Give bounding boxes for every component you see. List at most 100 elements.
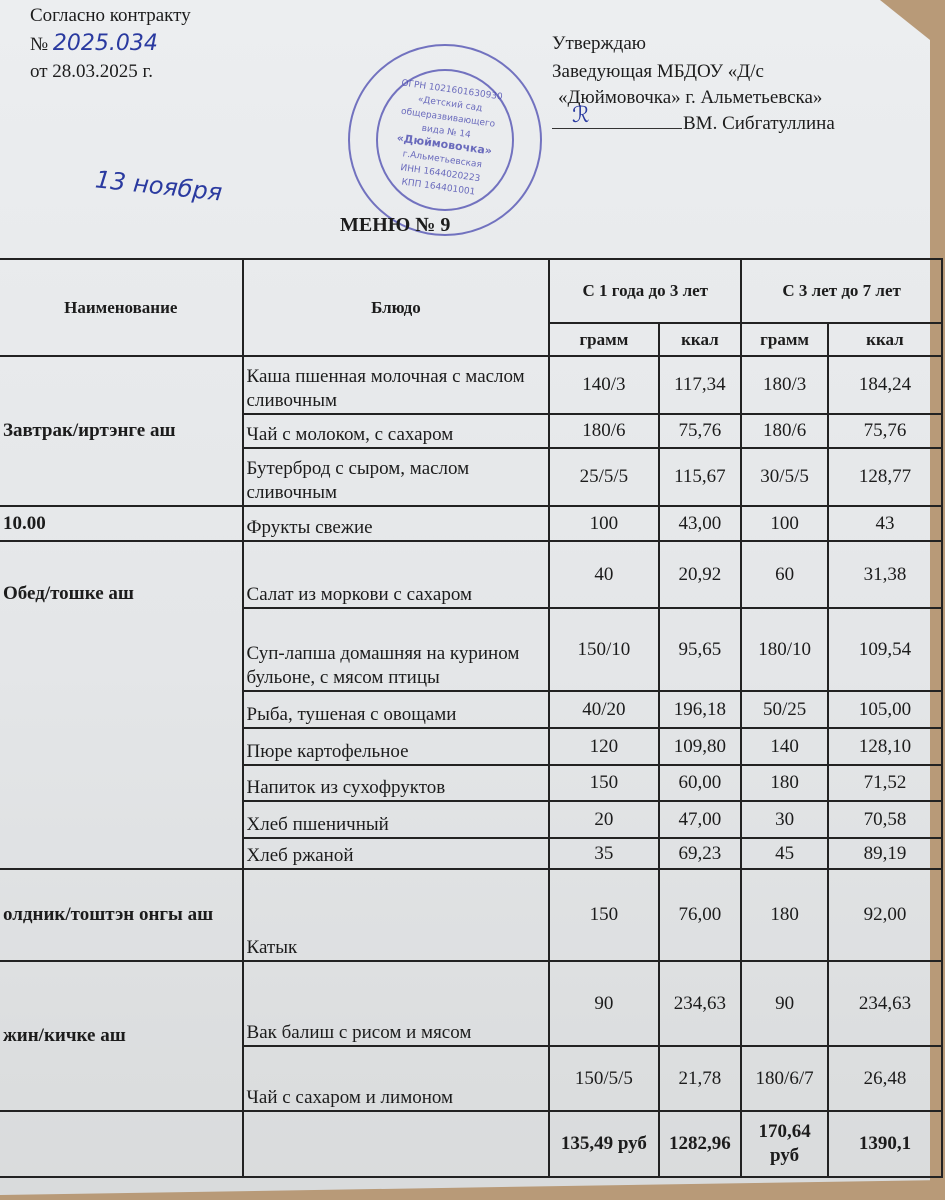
gram-3-7: 180/3	[740, 355, 829, 415]
kcal-1-3: 43,00	[657, 505, 743, 542]
table-row: Суп-лапша домашняя на курином бульоне, с…	[0, 607, 944, 692]
kcal-3-7: 70,58	[826, 800, 944, 839]
kcal-1-3: 20,92	[657, 540, 743, 609]
kcal-3-7: 128,10	[826, 727, 944, 766]
total-g1: 135,49 руб	[548, 1110, 660, 1178]
approver-position: Заведующая МБДОУ «Д/с	[552, 61, 764, 82]
table-row: Чай с сахаром и лимоном 150/5/5 21,78 180/6…	[0, 1045, 944, 1112]
kcal-1-3: 75,76	[657, 413, 743, 449]
dish-name: Каша пшенная молочная с маслом сливочным	[241, 355, 551, 415]
kcal-3-7: 75,76	[826, 413, 944, 449]
empty-cell	[241, 1110, 551, 1178]
dish-name: Бутерброд с сыром, маслом сливочным	[241, 447, 551, 507]
kcal-1-3: 21,78	[657, 1045, 743, 1112]
handwritten-number: 2025.034	[52, 31, 158, 56]
gram-1-3: 150/5/5	[548, 1045, 660, 1112]
gram-3-7: 180	[740, 868, 829, 962]
gram-3-7: 30/5/5	[740, 447, 829, 507]
kcal-3-7: 109,54	[826, 607, 944, 692]
dish-name: Фрукты свежие	[241, 505, 551, 542]
kcal-1-3: 234,63	[657, 960, 743, 1047]
gram-1-3: 35	[548, 837, 660, 870]
header-name: Наименование	[0, 258, 244, 357]
kcal-3-7: 26,48	[826, 1045, 944, 1112]
table-row: жин/кичке аш Вак балиш с рисом и мясом 90 2…	[0, 960, 944, 1112]
gram-3-7: 180/6/7	[740, 1045, 829, 1112]
gram-1-3: 150/10	[548, 607, 660, 692]
table-row: 10.00 Фрукты свежие 100 43,00 100 43	[0, 505, 944, 542]
dish-name: Хлеб ржаной	[241, 837, 551, 870]
gram-3-7: 100	[740, 505, 829, 542]
meal-name: жин/кичке аш	[0, 960, 244, 1112]
header-age-3-7: С 3 лет до 7 лет	[740, 258, 943, 324]
kcal-1-3: 47,00	[657, 800, 743, 839]
menu-table: Наименование Блюдо С 1 года до 3 лет С 3…	[0, 258, 944, 1178]
gram-3-7: 45	[740, 837, 829, 870]
meal-name: олдник/тоштэн онгы аш	[0, 868, 244, 962]
official-stamp: ОГРН 1021601630930«Детский садобщеразвив…	[348, 44, 542, 236]
kcal-3-7: 71,52	[826, 764, 944, 802]
dish-name: Салат из моркови с сахаром	[241, 540, 551, 609]
header-kcal-2: ккал	[826, 322, 944, 357]
kcal-3-7: 89,19	[826, 837, 944, 870]
dish-name: Хлеб пшеничный	[241, 800, 551, 839]
total-g2: 170,64 руб	[740, 1110, 829, 1178]
gram-3-7: 140	[740, 727, 829, 766]
table-row: Завтрак/иртэнге аш Каша пшенная молочная …	[0, 355, 944, 507]
gram-1-3: 180/6	[548, 413, 660, 449]
dish-name: Рыба, тушеная с овощами	[241, 690, 551, 729]
table-row: Напиток из сухофруктов 150 60,00 180 71,52	[0, 764, 944, 802]
kcal-3-7: 105,00	[826, 690, 944, 729]
meal-name: Завтрак/иртэнге аш	[0, 355, 244, 507]
approver-org: «Дюймовочка» г. Альметьевска»	[558, 87, 823, 108]
number-prefix: №	[30, 34, 49, 55]
kcal-1-3: 60,00	[657, 764, 743, 802]
kcal-1-3: 115,67	[657, 447, 743, 507]
table-row: Хлеб ржаной 35 69,23 45 89,19	[0, 837, 944, 870]
kcal-3-7: 92,00	[826, 868, 944, 962]
gram-1-3: 25/5/5	[548, 447, 660, 507]
gram-1-3: 150	[548, 868, 660, 962]
kcal-3-7: 184,24	[826, 355, 944, 415]
kcal-1-3: 196,18	[657, 690, 743, 729]
gram-1-3: 40	[548, 540, 660, 609]
gram-3-7: 60	[740, 540, 829, 609]
contract-label: Согласно контракту	[30, 5, 191, 26]
meal-name: Обед/тошке аш	[0, 540, 244, 870]
approve-label: Утверждаю	[552, 33, 646, 54]
total-k2: 1390,1	[826, 1110, 944, 1178]
kcal-3-7: 31,38	[826, 540, 944, 609]
gram-3-7: 180/6	[740, 413, 829, 449]
kcal-1-3: 76,00	[657, 868, 743, 962]
kcal-1-3: 69,23	[657, 837, 743, 870]
meal-name: 10.00	[0, 505, 244, 542]
table-row: Хлеб пшеничный 20 47,00 30 70,58	[0, 800, 944, 839]
dish-name: Чай с сахаром и лимоном	[241, 1045, 551, 1112]
dish-name: Напиток из сухофруктов	[241, 764, 551, 802]
dish-name: Вак балиш с рисом и мясом	[241, 960, 551, 1047]
empty-cell	[0, 1110, 244, 1178]
kcal-1-3: 109,80	[657, 727, 743, 766]
kcal-3-7: 234,63	[826, 960, 944, 1047]
header-dish: Блюдо	[241, 258, 551, 357]
kcal-1-3: 117,34	[657, 355, 743, 415]
dish-name: Чай с молоком, с сахаром	[241, 413, 551, 449]
gram-1-3: 120	[548, 727, 660, 766]
gram-3-7: 30	[740, 800, 829, 839]
signature-line: ℛ	[552, 103, 682, 129]
gram-3-7: 180/10	[740, 607, 829, 692]
table-row: Чай с молоком, с сахаром 180/6 75,76 180/6 7…	[0, 413, 944, 449]
gram-1-3: 140/3	[548, 355, 660, 415]
approver-name: ВМ. Сибгатуллина	[683, 113, 835, 134]
dish-name: Катык	[241, 868, 551, 962]
table-row: Пюре картофельное 120 109,80 140 128,10	[0, 727, 944, 766]
table-row: Бутерброд с сыром, маслом сливочным 25/5/…	[0, 447, 944, 507]
gram-3-7: 90	[740, 960, 829, 1047]
gram-1-3: 100	[548, 505, 660, 542]
kcal-3-7: 128,77	[826, 447, 944, 507]
gram-1-3: 20	[548, 800, 660, 839]
header-gram-1: грамм	[548, 322, 660, 357]
table-row: олдник/тоштэн онгы аш Катык 150 76,00 180 92,…	[0, 868, 944, 962]
dish-name: Суп-лапша домашняя на курином бульоне, с…	[241, 607, 551, 692]
header-age-1-3: С 1 года до 3 лет	[548, 258, 743, 324]
